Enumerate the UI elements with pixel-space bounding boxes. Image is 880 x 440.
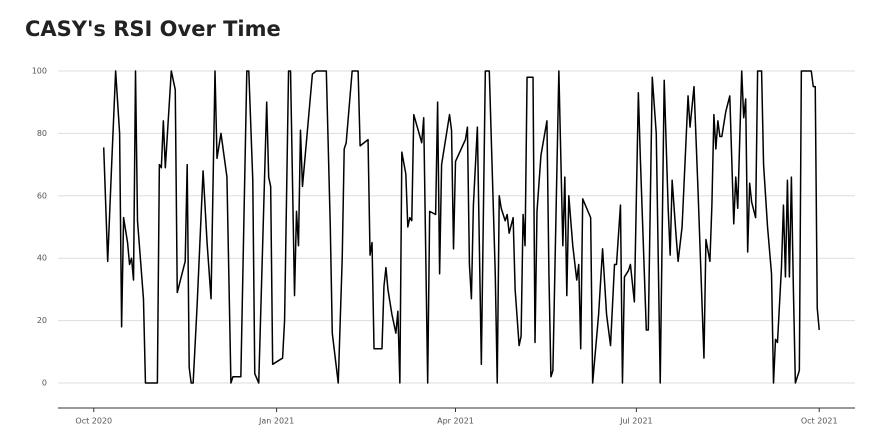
y-tick-label: 20 — [37, 316, 47, 325]
rsi-line — [102, 70, 820, 384]
marks-layer — [102, 70, 820, 384]
x-tick-label: Jul 2021 — [619, 417, 653, 426]
y-tick-label: 0 — [42, 379, 47, 388]
y-tick-label: 60 — [37, 191, 47, 200]
chart-title: CASY's RSI Over Time — [25, 17, 281, 41]
x-tick-label: Jan 2021 — [258, 417, 294, 426]
y-tick-label: 80 — [37, 129, 47, 138]
axes-layer: 0 20 40 60 80 100 Oct 2020 Jan 2021 Apr 2021 Jul … — [32, 66, 855, 426]
y-tick-label: 40 — [37, 254, 47, 263]
grid-layer — [58, 70, 855, 384]
x-tick-label: Oct 2020 — [75, 417, 112, 426]
y-tick-label: 100 — [32, 66, 47, 75]
x-tick-label: Apr 2021 — [437, 417, 474, 426]
x-tick-label: Oct 2021 — [801, 417, 838, 426]
